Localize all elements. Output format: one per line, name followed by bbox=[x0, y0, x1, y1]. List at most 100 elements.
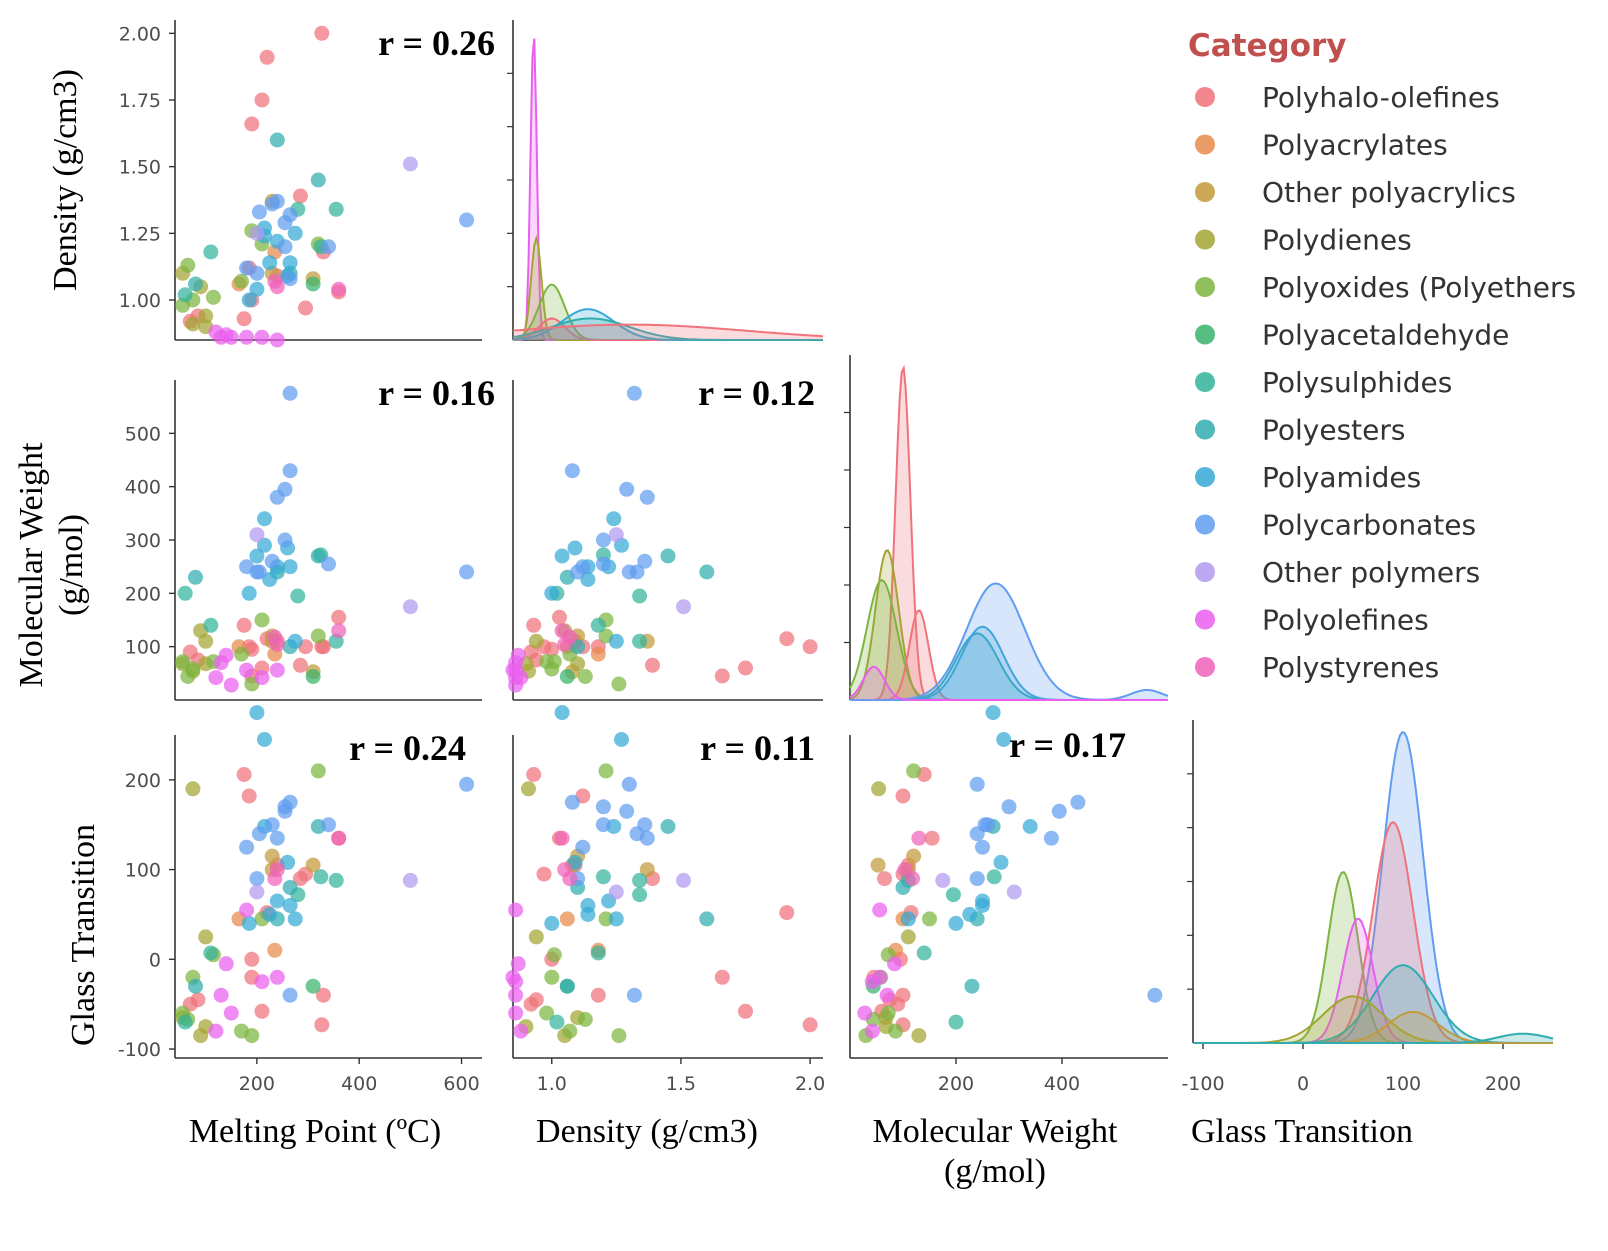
scatter-point bbox=[249, 705, 265, 721]
scatter-point bbox=[328, 201, 344, 217]
scatter-point bbox=[277, 481, 293, 497]
legend-marker bbox=[1195, 419, 1215, 440]
x-tick-label: 1.5 bbox=[666, 1073, 696, 1095]
kde-area bbox=[513, 318, 823, 340]
legend-entry: Polyesters bbox=[1262, 414, 1406, 447]
scatter-point bbox=[257, 511, 272, 527]
y-tick-label: 500 bbox=[125, 423, 161, 445]
scatter-point bbox=[241, 292, 257, 308]
x-axis-label: Melting Point (ºC) bbox=[189, 1113, 441, 1150]
scatter-point bbox=[305, 978, 321, 994]
legend-entry: Polyacrylates bbox=[1262, 129, 1448, 162]
scatter-point bbox=[916, 945, 932, 961]
scatter-point bbox=[321, 556, 336, 572]
legend-marker bbox=[1195, 182, 1215, 202]
scatter-point bbox=[257, 732, 272, 747]
scatter-point bbox=[598, 763, 614, 779]
scatter-point bbox=[459, 564, 475, 580]
scatter-point bbox=[924, 830, 940, 846]
scatter-point bbox=[290, 588, 306, 604]
scatter-point bbox=[292, 657, 308, 673]
scatter-point bbox=[208, 1023, 224, 1039]
scatter-point bbox=[521, 781, 536, 797]
kde-line bbox=[512, 317, 823, 341]
scatter-point bbox=[249, 225, 265, 241]
scatter-point bbox=[185, 316, 201, 332]
scatter-point bbox=[637, 553, 653, 569]
scatter-point bbox=[282, 898, 298, 913]
scatter-point bbox=[802, 639, 818, 655]
scatter-point bbox=[546, 947, 562, 963]
scatter-point bbox=[331, 281, 347, 297]
scatter-point bbox=[611, 676, 627, 692]
scatter-point bbox=[402, 599, 418, 615]
scatter-point bbox=[738, 660, 753, 676]
scatter-point bbox=[234, 273, 249, 289]
scatter-point bbox=[595, 817, 611, 833]
scatter-point bbox=[580, 572, 596, 587]
scatter-point bbox=[239, 329, 255, 345]
scatter-point bbox=[310, 172, 326, 188]
scatter-point bbox=[331, 623, 347, 639]
scatter-point bbox=[621, 776, 637, 792]
scatter-point bbox=[259, 49, 275, 65]
scatter-point bbox=[331, 830, 347, 846]
scatter-point bbox=[562, 1023, 578, 1039]
scatter-point bbox=[528, 992, 544, 1008]
scatter-point bbox=[611, 1028, 627, 1044]
scatter-point bbox=[282, 559, 298, 575]
scatter-point bbox=[590, 987, 606, 1003]
scatter-point bbox=[986, 869, 1002, 885]
scatter-point bbox=[639, 862, 655, 878]
scatter-point bbox=[544, 915, 560, 931]
x-tick-label: 400 bbox=[341, 1073, 377, 1095]
scatter-point bbox=[577, 1011, 593, 1027]
scatter-point bbox=[292, 188, 308, 204]
y-tick-label: 1.75 bbox=[119, 90, 161, 112]
scatter-point bbox=[639, 489, 655, 505]
scatter-point bbox=[544, 641, 560, 657]
scatter-point bbox=[536, 866, 552, 882]
scatter-point bbox=[699, 911, 715, 927]
scatter-point bbox=[287, 911, 303, 927]
scatter-point bbox=[180, 257, 196, 273]
scatter-point bbox=[244, 951, 260, 967]
scatter-point bbox=[526, 617, 542, 633]
scatter-point bbox=[282, 255, 298, 271]
scatter-point bbox=[262, 906, 278, 922]
legend-marker bbox=[1195, 372, 1215, 392]
scatter-point bbox=[714, 668, 730, 684]
x-tick-label: 400 bbox=[1044, 1073, 1080, 1095]
legend-entry: Other polyacrylics bbox=[1262, 176, 1516, 209]
x-axis-label: Density (g/cm3) bbox=[536, 1113, 758, 1150]
legend-marker bbox=[1195, 87, 1215, 107]
scatter-point bbox=[262, 572, 278, 587]
scatter-point bbox=[236, 767, 252, 782]
scatter-point bbox=[190, 992, 206, 1008]
x-axis-label: Glass Transition bbox=[1191, 1113, 1413, 1150]
scatter-point bbox=[570, 564, 586, 580]
scatter-point bbox=[608, 884, 624, 900]
scatter-point bbox=[508, 1005, 524, 1021]
scatter-point bbox=[223, 1005, 239, 1021]
legend-marker bbox=[1195, 467, 1215, 487]
scatter-point bbox=[935, 872, 951, 888]
y-axis-label: (g/mol) bbox=[53, 514, 90, 616]
scatter-point bbox=[249, 548, 265, 564]
scatter-point bbox=[203, 945, 219, 961]
scatter-point bbox=[269, 662, 285, 678]
scatter-point bbox=[1051, 803, 1067, 819]
scatter-point bbox=[282, 880, 298, 895]
scatter-point bbox=[269, 830, 285, 846]
scatter-point bbox=[251, 204, 267, 220]
scatter-point bbox=[554, 830, 570, 846]
legend-entry: Polystyrenes bbox=[1262, 651, 1439, 684]
y-tick-label: 200 bbox=[125, 770, 161, 792]
scatter-point bbox=[888, 1023, 904, 1039]
x-tick-label: 200 bbox=[239, 1073, 275, 1095]
legend-entry: Polydienes bbox=[1262, 224, 1412, 257]
y-tick-label: -100 bbox=[118, 1039, 161, 1061]
scatter-point bbox=[906, 763, 922, 779]
scatter-point bbox=[277, 803, 293, 819]
